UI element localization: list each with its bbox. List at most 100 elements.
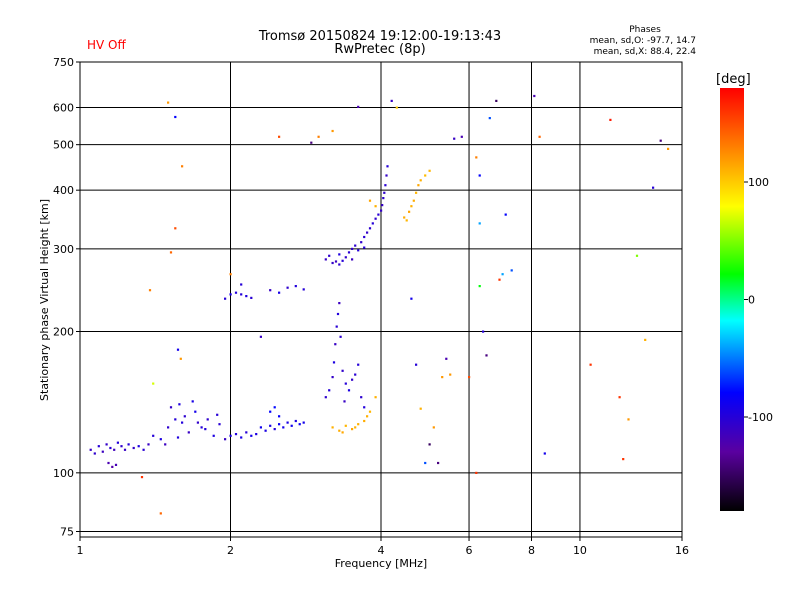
y-tick-label: 75: [60, 525, 74, 538]
data-point: [510, 269, 513, 272]
data-point: [383, 191, 386, 194]
data-point: [109, 446, 112, 450]
data-point: [428, 443, 431, 446]
y-axis-label: Stationary phase Virtual Height [km]: [38, 199, 51, 401]
data-point: [363, 235, 366, 239]
data-point: [609, 118, 612, 121]
data-point: [259, 426, 262, 429]
data-point: [178, 403, 181, 406]
data-point: [196, 421, 199, 424]
y-tick-label: 200: [53, 326, 74, 339]
data-point: [273, 428, 276, 431]
data-point: [627, 418, 630, 421]
data-point: [164, 443, 167, 446]
data-point: [169, 251, 173, 254]
data-point: [368, 227, 372, 230]
data-point: [324, 396, 327, 399]
data-point: [338, 263, 341, 266]
data-point: [351, 428, 354, 431]
data-point: [357, 423, 360, 426]
data-points: [89, 94, 670, 515]
data-point: [343, 400, 346, 403]
data-point: [174, 115, 177, 119]
data-point: [354, 373, 357, 376]
data-point: [344, 256, 347, 259]
data-point: [140, 476, 144, 479]
x-tick-label: 10: [573, 544, 587, 557]
y-tick-label: 100: [53, 467, 74, 480]
data-point: [415, 363, 418, 366]
data-point: [142, 448, 145, 451]
data-point: [229, 293, 232, 296]
x-tick-label: 4: [378, 544, 385, 557]
data-point: [453, 137, 456, 140]
data-point: [159, 512, 162, 515]
data-point: [410, 205, 413, 208]
data-point: [341, 259, 344, 262]
data-point: [328, 254, 331, 257]
data-point: [317, 135, 320, 138]
data-point: [428, 169, 431, 172]
data-point: [368, 410, 372, 413]
data-point: [360, 396, 363, 399]
data-point: [475, 471, 478, 474]
data-point: [127, 443, 130, 446]
data-point: [441, 376, 444, 379]
y-tick-label: 500: [53, 139, 74, 152]
data-point: [294, 285, 297, 288]
data-point: [338, 302, 341, 305]
data-point: [618, 396, 621, 399]
data-point: [137, 445, 140, 448]
data-point: [132, 446, 135, 450]
data-point: [357, 105, 360, 108]
data-point: [380, 209, 383, 212]
data-point: [498, 278, 501, 281]
data-point: [169, 406, 173, 409]
data-point: [331, 261, 334, 265]
data-point: [403, 216, 406, 219]
data-point: [147, 443, 150, 446]
data-point: [635, 254, 639, 257]
data-point: [93, 452, 96, 455]
data-point: [229, 273, 232, 276]
data-point: [354, 426, 357, 429]
data-point: [351, 258, 354, 261]
data-point: [347, 389, 351, 392]
data-point: [191, 400, 194, 403]
y-axis-ticks: 75 100 200 300 400 500 600 750: [53, 56, 80, 538]
data-point: [495, 99, 498, 102]
data-point: [113, 448, 116, 451]
data-point: [302, 421, 305, 424]
y-tick-label: 300: [53, 243, 74, 256]
phases-stats-title: Phases: [629, 25, 661, 35]
data-point: [386, 165, 389, 168]
data-point: [667, 147, 670, 150]
data-point: [212, 434, 215, 437]
data-point: [245, 431, 248, 434]
data-point: [290, 424, 293, 427]
data-point: [174, 227, 177, 230]
data-point: [240, 283, 243, 286]
data-point: [240, 293, 243, 296]
data-point: [273, 406, 276, 409]
data-point: [159, 438, 162, 441]
data-point: [475, 156, 478, 159]
data-point: [659, 139, 662, 142]
colorbar: [720, 88, 744, 511]
data-point: [504, 213, 507, 216]
x-tick-label: 1: [77, 544, 84, 557]
data-point: [224, 438, 227, 441]
colorbar-tick-label: -100: [748, 411, 773, 424]
data-point: [538, 135, 541, 138]
data-point: [216, 413, 219, 416]
x-tick-label: 8: [528, 544, 535, 557]
data-point: [417, 184, 420, 187]
data-point: [148, 289, 152, 292]
colorbar-tick-label: 100: [748, 176, 769, 189]
data-point: [181, 165, 184, 168]
data-point: [374, 396, 377, 399]
data-point: [344, 424, 347, 427]
data-point: [424, 461, 427, 465]
data-point: [120, 445, 123, 448]
data-point: [368, 199, 372, 202]
